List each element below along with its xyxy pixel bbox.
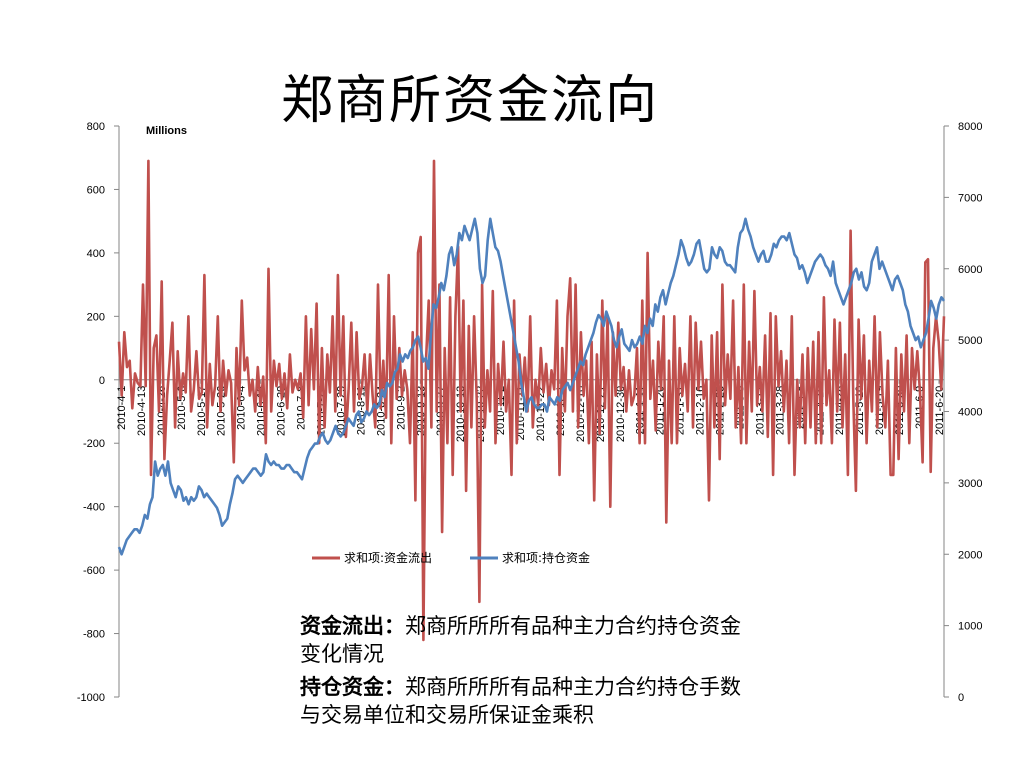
desc-fund-outflow-label: 资金流出： xyxy=(300,614,405,638)
description-open-interest-funds: 持仓资金：郑商所所所有品种主力合约持仓手数与交易单位和交易所保证金乘积 xyxy=(300,673,750,729)
y-left-tick-label: 400 xyxy=(87,248,105,260)
slide-title: 郑商所资金流向 xyxy=(280,71,659,131)
x-tick-label: 2010-4-13 xyxy=(136,386,148,436)
y-right-tick-label: 5000 xyxy=(958,335,982,347)
y-left-tick-label: -400 xyxy=(83,502,105,514)
units-label: Millions xyxy=(146,125,187,137)
y-left-tick-label: -800 xyxy=(83,629,105,641)
x-tick-label: 2011-6-20 xyxy=(934,386,946,435)
y-right-tick-label: 3000 xyxy=(958,478,982,490)
chart-series xyxy=(117,159,946,642)
y-right-tick-label: 6000 xyxy=(958,264,982,276)
x-tick-label: 2010-12-30 xyxy=(615,386,627,442)
y-right-tick-label: 0 xyxy=(958,692,964,704)
y-left-tick-label: 200 xyxy=(87,311,105,323)
y-left-tick-label: -200 xyxy=(83,438,105,450)
series-line-fund-outflow xyxy=(117,159,946,642)
y-right-tick-label: 8000 xyxy=(958,121,982,133)
legend-label: 求和项:资金流出 xyxy=(344,550,432,565)
y-left-tick-label: -600 xyxy=(83,565,105,577)
y-right-tick-label: 4000 xyxy=(958,407,982,419)
desc-open-interest-label: 持仓资金： xyxy=(300,675,405,699)
x-tick-label: 2010-5-6 xyxy=(176,386,188,430)
desc-open-interest-text: 郑商所所所有品种主力合约持仓手数与交易单位和交易所保证金乘积 xyxy=(300,675,741,727)
x-tick-label: 2010-4-1 xyxy=(116,386,128,430)
y-left-tick-label: 0 xyxy=(99,375,105,387)
x-tick-label: 2010-9-2 xyxy=(395,386,407,430)
x-tick-label: 2010-6-29 xyxy=(276,386,288,436)
y-left-tick-label: -1000 xyxy=(77,692,105,704)
y-right-tick-label: 7000 xyxy=(958,192,982,204)
desc-fund-outflow-text: 郑商所所所有品种主力合约持仓资金变化情况 xyxy=(300,614,741,666)
y-left-tick-label: 600 xyxy=(87,184,105,196)
description-fund-outflow: 资金流出：郑商所所所有品种主力合约持仓资金变化情况 xyxy=(300,612,750,668)
y-right-tick-label: 2000 xyxy=(958,549,982,561)
legend-label: 求和项:持仓资金 xyxy=(502,550,590,565)
y-left-tick-label: 800 xyxy=(87,121,105,133)
y-right-tick-label: 1000 xyxy=(958,621,982,633)
chart-legend: 求和项:资金流出 求和项:持仓资金 xyxy=(312,550,590,565)
series-line-open-interest-funds xyxy=(117,217,946,556)
